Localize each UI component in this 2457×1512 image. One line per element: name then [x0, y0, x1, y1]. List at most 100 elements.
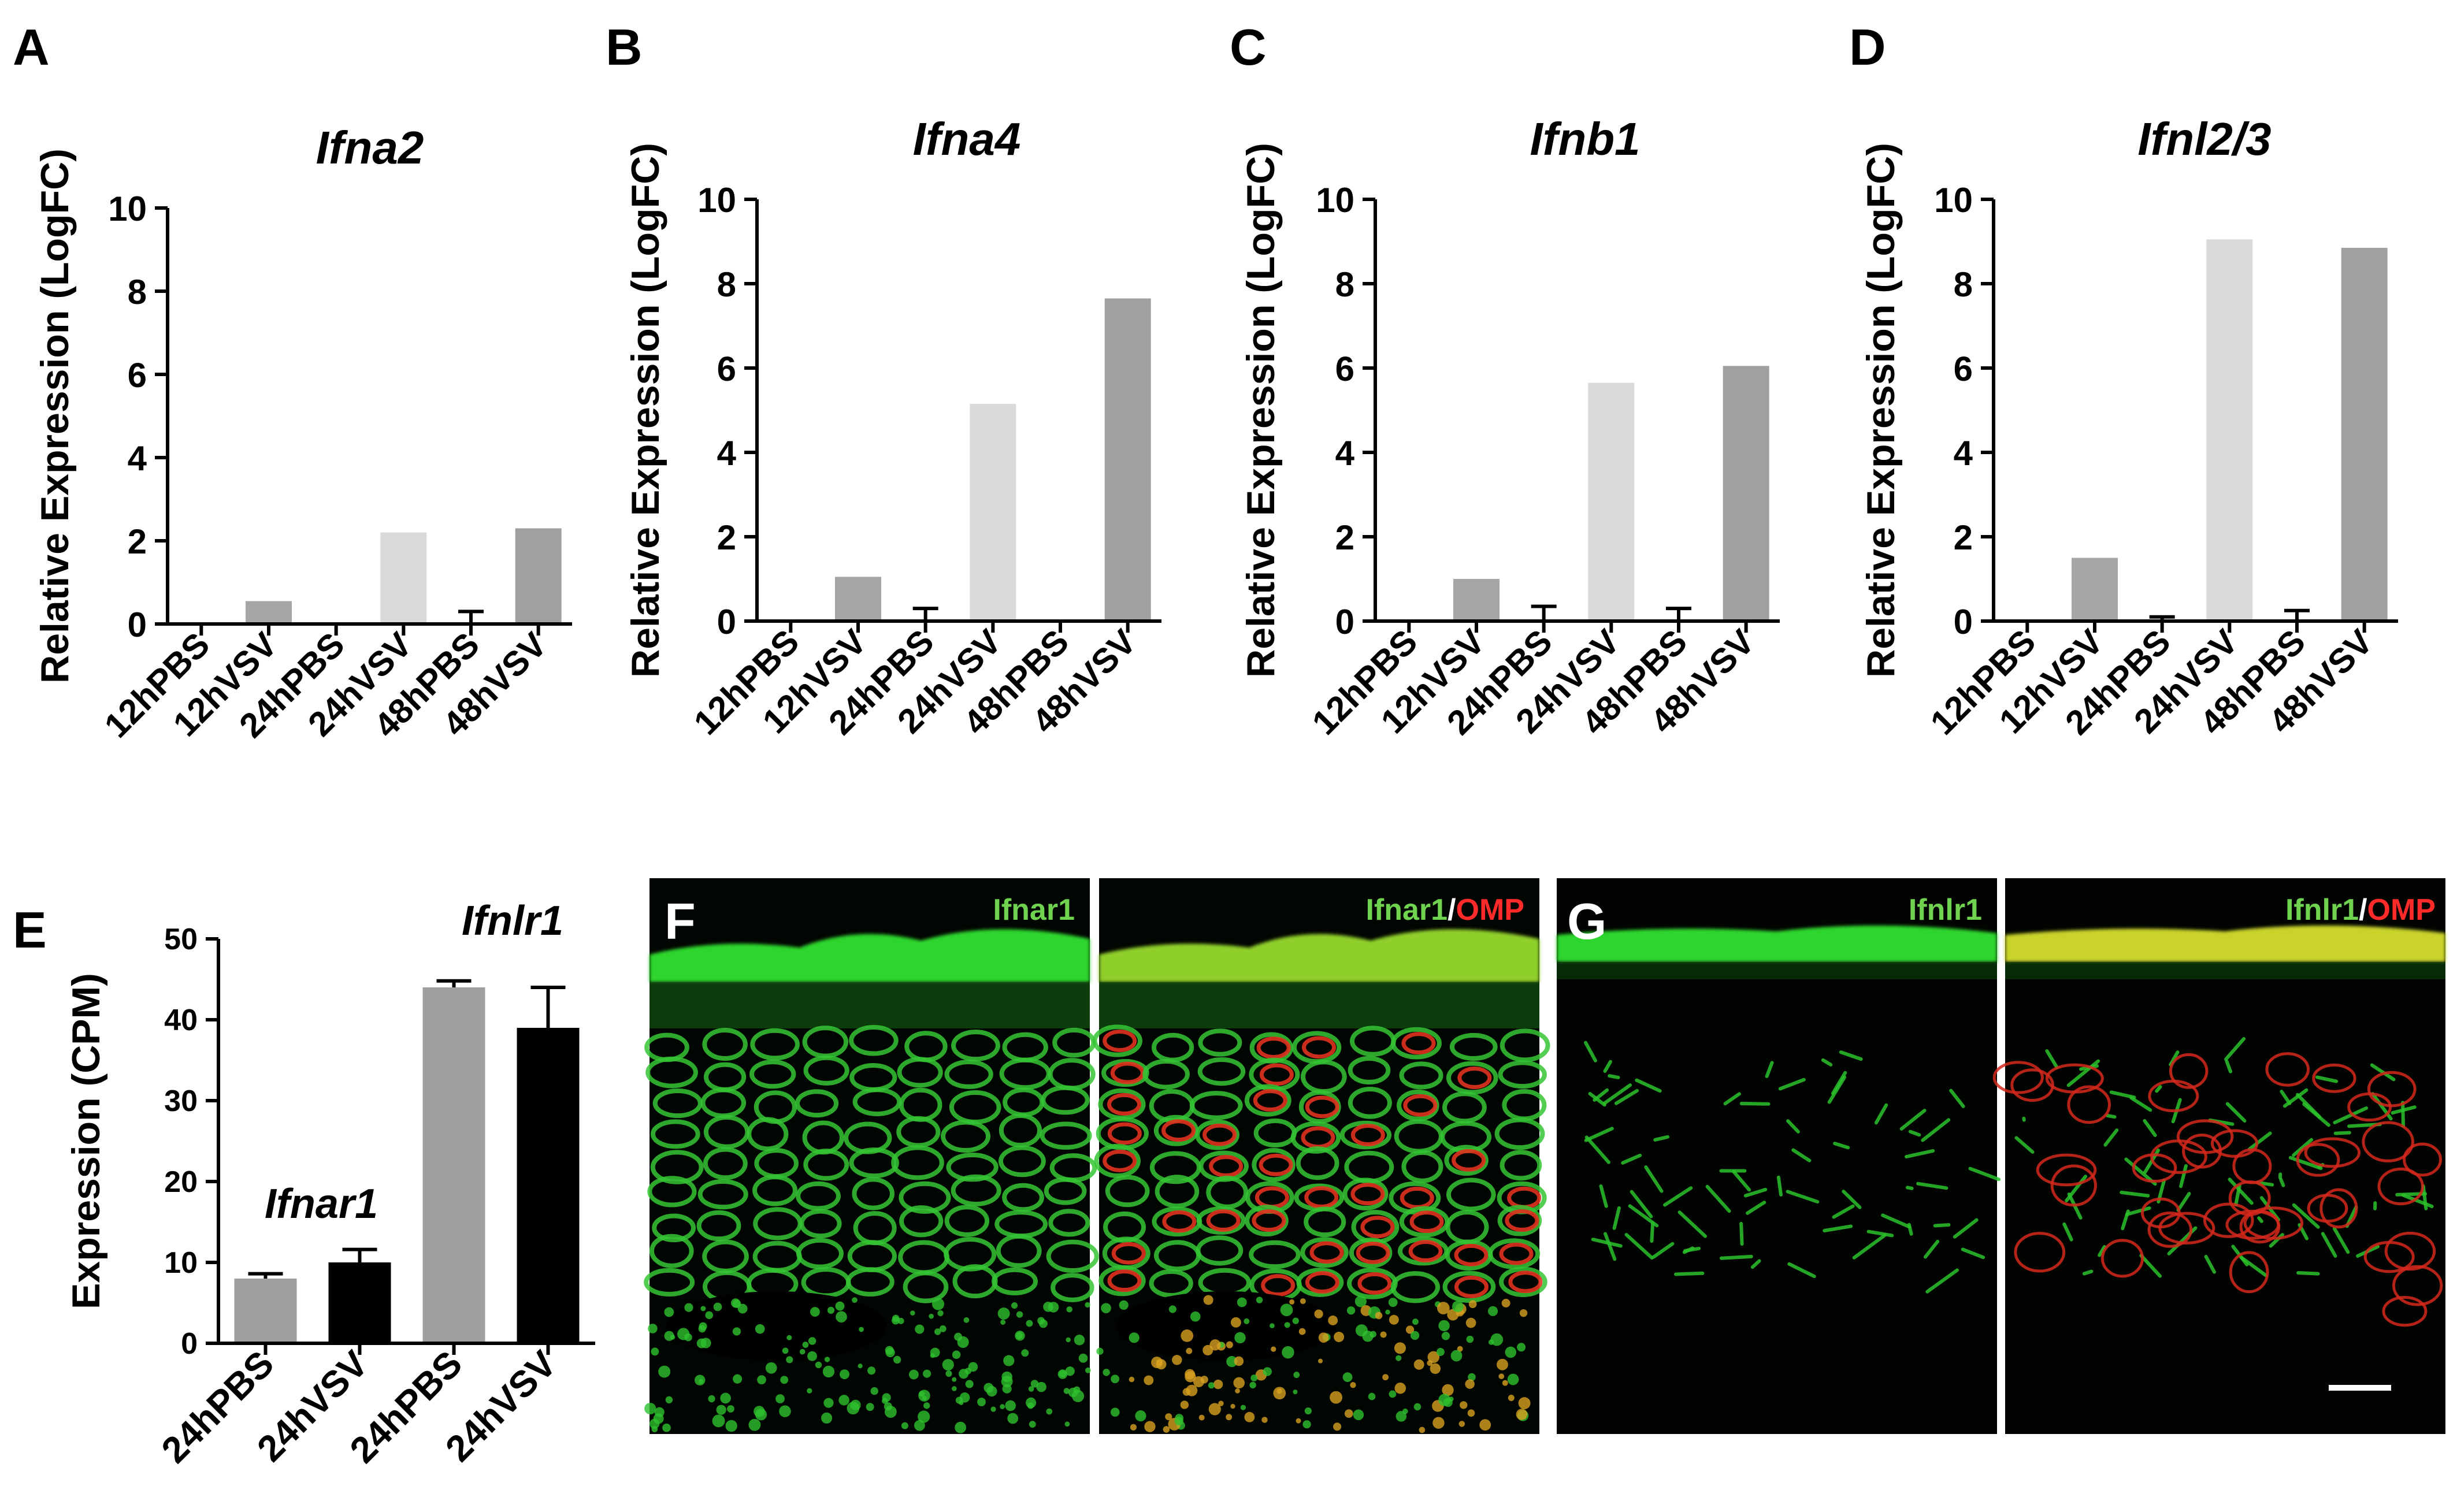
speckle — [737, 1303, 748, 1314]
cell-outline — [944, 1205, 990, 1237]
cell-outline — [795, 1089, 839, 1118]
cell-outline — [1105, 1175, 1150, 1208]
panel-letter-b: B — [606, 18, 643, 76]
process-green — [1866, 1229, 1894, 1238]
chart-c-title: Ifnb1 — [1530, 113, 1640, 165]
speckle — [1518, 1397, 1531, 1410]
process-green — [1786, 1190, 1820, 1204]
process-green — [2066, 1059, 2100, 1087]
cell-outline-red — [1357, 1272, 1392, 1295]
speckle — [1235, 1388, 1240, 1394]
speckle — [1457, 1346, 1463, 1352]
chart-d-title: Ifnl2/3 — [2137, 113, 2271, 165]
speckle — [954, 1332, 963, 1341]
cell-outline-red — [2141, 1197, 2181, 1229]
chart-b-y-axis-label: Relative Expression (LogFC) — [623, 143, 667, 678]
process-green — [1833, 1142, 1850, 1150]
process-green — [2239, 1255, 2268, 1277]
speckle — [1001, 1376, 1013, 1388]
chart-b-y-tick-label: 2 — [717, 518, 736, 557]
speckle — [1016, 1311, 1023, 1318]
speckle — [1346, 1306, 1356, 1315]
speckle — [1271, 1346, 1276, 1352]
cell-outline-red — [1304, 1186, 1339, 1209]
speckle — [705, 1311, 714, 1320]
speckle — [847, 1402, 860, 1415]
cell-outline-red — [2392, 1265, 2443, 1306]
speckle — [1180, 1400, 1189, 1409]
speckle — [1186, 1384, 1198, 1396]
speckle — [1005, 1400, 1016, 1411]
speckle — [775, 1394, 785, 1403]
process-green — [1881, 1213, 1912, 1229]
speckle — [1293, 1372, 1300, 1379]
chart-e-y-tick-label: 10 — [164, 1246, 198, 1280]
speckle — [1468, 1373, 1476, 1381]
process-green — [1732, 1169, 1751, 1192]
cell-outline-red — [2312, 1063, 2356, 1093]
process-green — [1653, 1135, 1669, 1142]
process-green — [1842, 1190, 1862, 1209]
speckle — [892, 1316, 900, 1325]
speckle — [664, 1331, 674, 1341]
cell-outline-red — [1161, 1119, 1196, 1142]
process-green — [2062, 1222, 2073, 1242]
speckle — [952, 1350, 961, 1359]
speckle — [1490, 1333, 1504, 1346]
cell-outline-red — [2014, 1232, 2066, 1273]
cell-outline-red — [1360, 1216, 1395, 1239]
process-green — [2225, 1060, 2233, 1073]
chart-b-y-tick-label: 10 — [697, 181, 736, 220]
speckle — [810, 1307, 820, 1317]
process-green — [2280, 1090, 2292, 1105]
speckle — [1334, 1332, 1345, 1342]
speckle — [815, 1361, 822, 1369]
speckle — [651, 1347, 659, 1356]
cell-outline-red — [1107, 1093, 1141, 1116]
tissue-top-layer — [1557, 925, 1997, 962]
cell-outline — [696, 1210, 741, 1242]
speckle — [922, 1395, 927, 1401]
chart-e-error-bar-3 — [530, 986, 566, 1028]
speckle — [1502, 1380, 1508, 1386]
chart-c-y-tick-label: 10 — [1316, 181, 1354, 220]
speckle — [918, 1410, 930, 1423]
process-green — [2296, 1271, 2320, 1276]
cell-outline-red — [1305, 1271, 1339, 1294]
cell-outline — [1098, 1265, 1146, 1296]
process-green — [2143, 1119, 2157, 1137]
cell-outline-red — [1508, 1270, 1543, 1294]
micrograph-f-right-label: Ifnar1/OMP — [1365, 893, 1524, 927]
chart-b-bar-48hvsv — [1104, 298, 1151, 621]
cell-outline — [1040, 1121, 1092, 1150]
micrograph-g-left-label: Ifnlr1 — [1909, 893, 1982, 927]
speckle — [708, 1395, 715, 1403]
micrograph-g: G Ifnlr1 Ifnlr1/OMP — [1557, 878, 2445, 1434]
speckle — [713, 1302, 722, 1312]
speckle — [1280, 1303, 1293, 1317]
process-green — [1650, 1221, 1655, 1243]
speckle — [1304, 1407, 1312, 1415]
speckle — [931, 1298, 945, 1310]
speckle — [1289, 1299, 1295, 1305]
cell-outline-red — [1206, 1209, 1241, 1232]
process-green — [1961, 1247, 1985, 1260]
cell-outline — [749, 1059, 796, 1089]
cell-outline — [799, 1209, 842, 1239]
speckle — [1300, 1298, 1306, 1305]
cell-outline — [1048, 1209, 1090, 1237]
chart-b-axes — [755, 199, 1161, 623]
process-green — [1635, 1078, 1662, 1093]
speckle — [1048, 1302, 1059, 1313]
process-green — [2204, 1254, 2217, 1274]
cell-outline — [951, 1174, 1001, 1206]
cell-outline — [1296, 1146, 1339, 1180]
speckle — [1078, 1353, 1088, 1363]
process-green — [1584, 1127, 1614, 1142]
speckle — [1436, 1348, 1445, 1357]
speckle — [1314, 1309, 1323, 1318]
speckle — [802, 1342, 809, 1348]
process-green — [1821, 1058, 1833, 1067]
tissue-band — [1557, 962, 1997, 979]
